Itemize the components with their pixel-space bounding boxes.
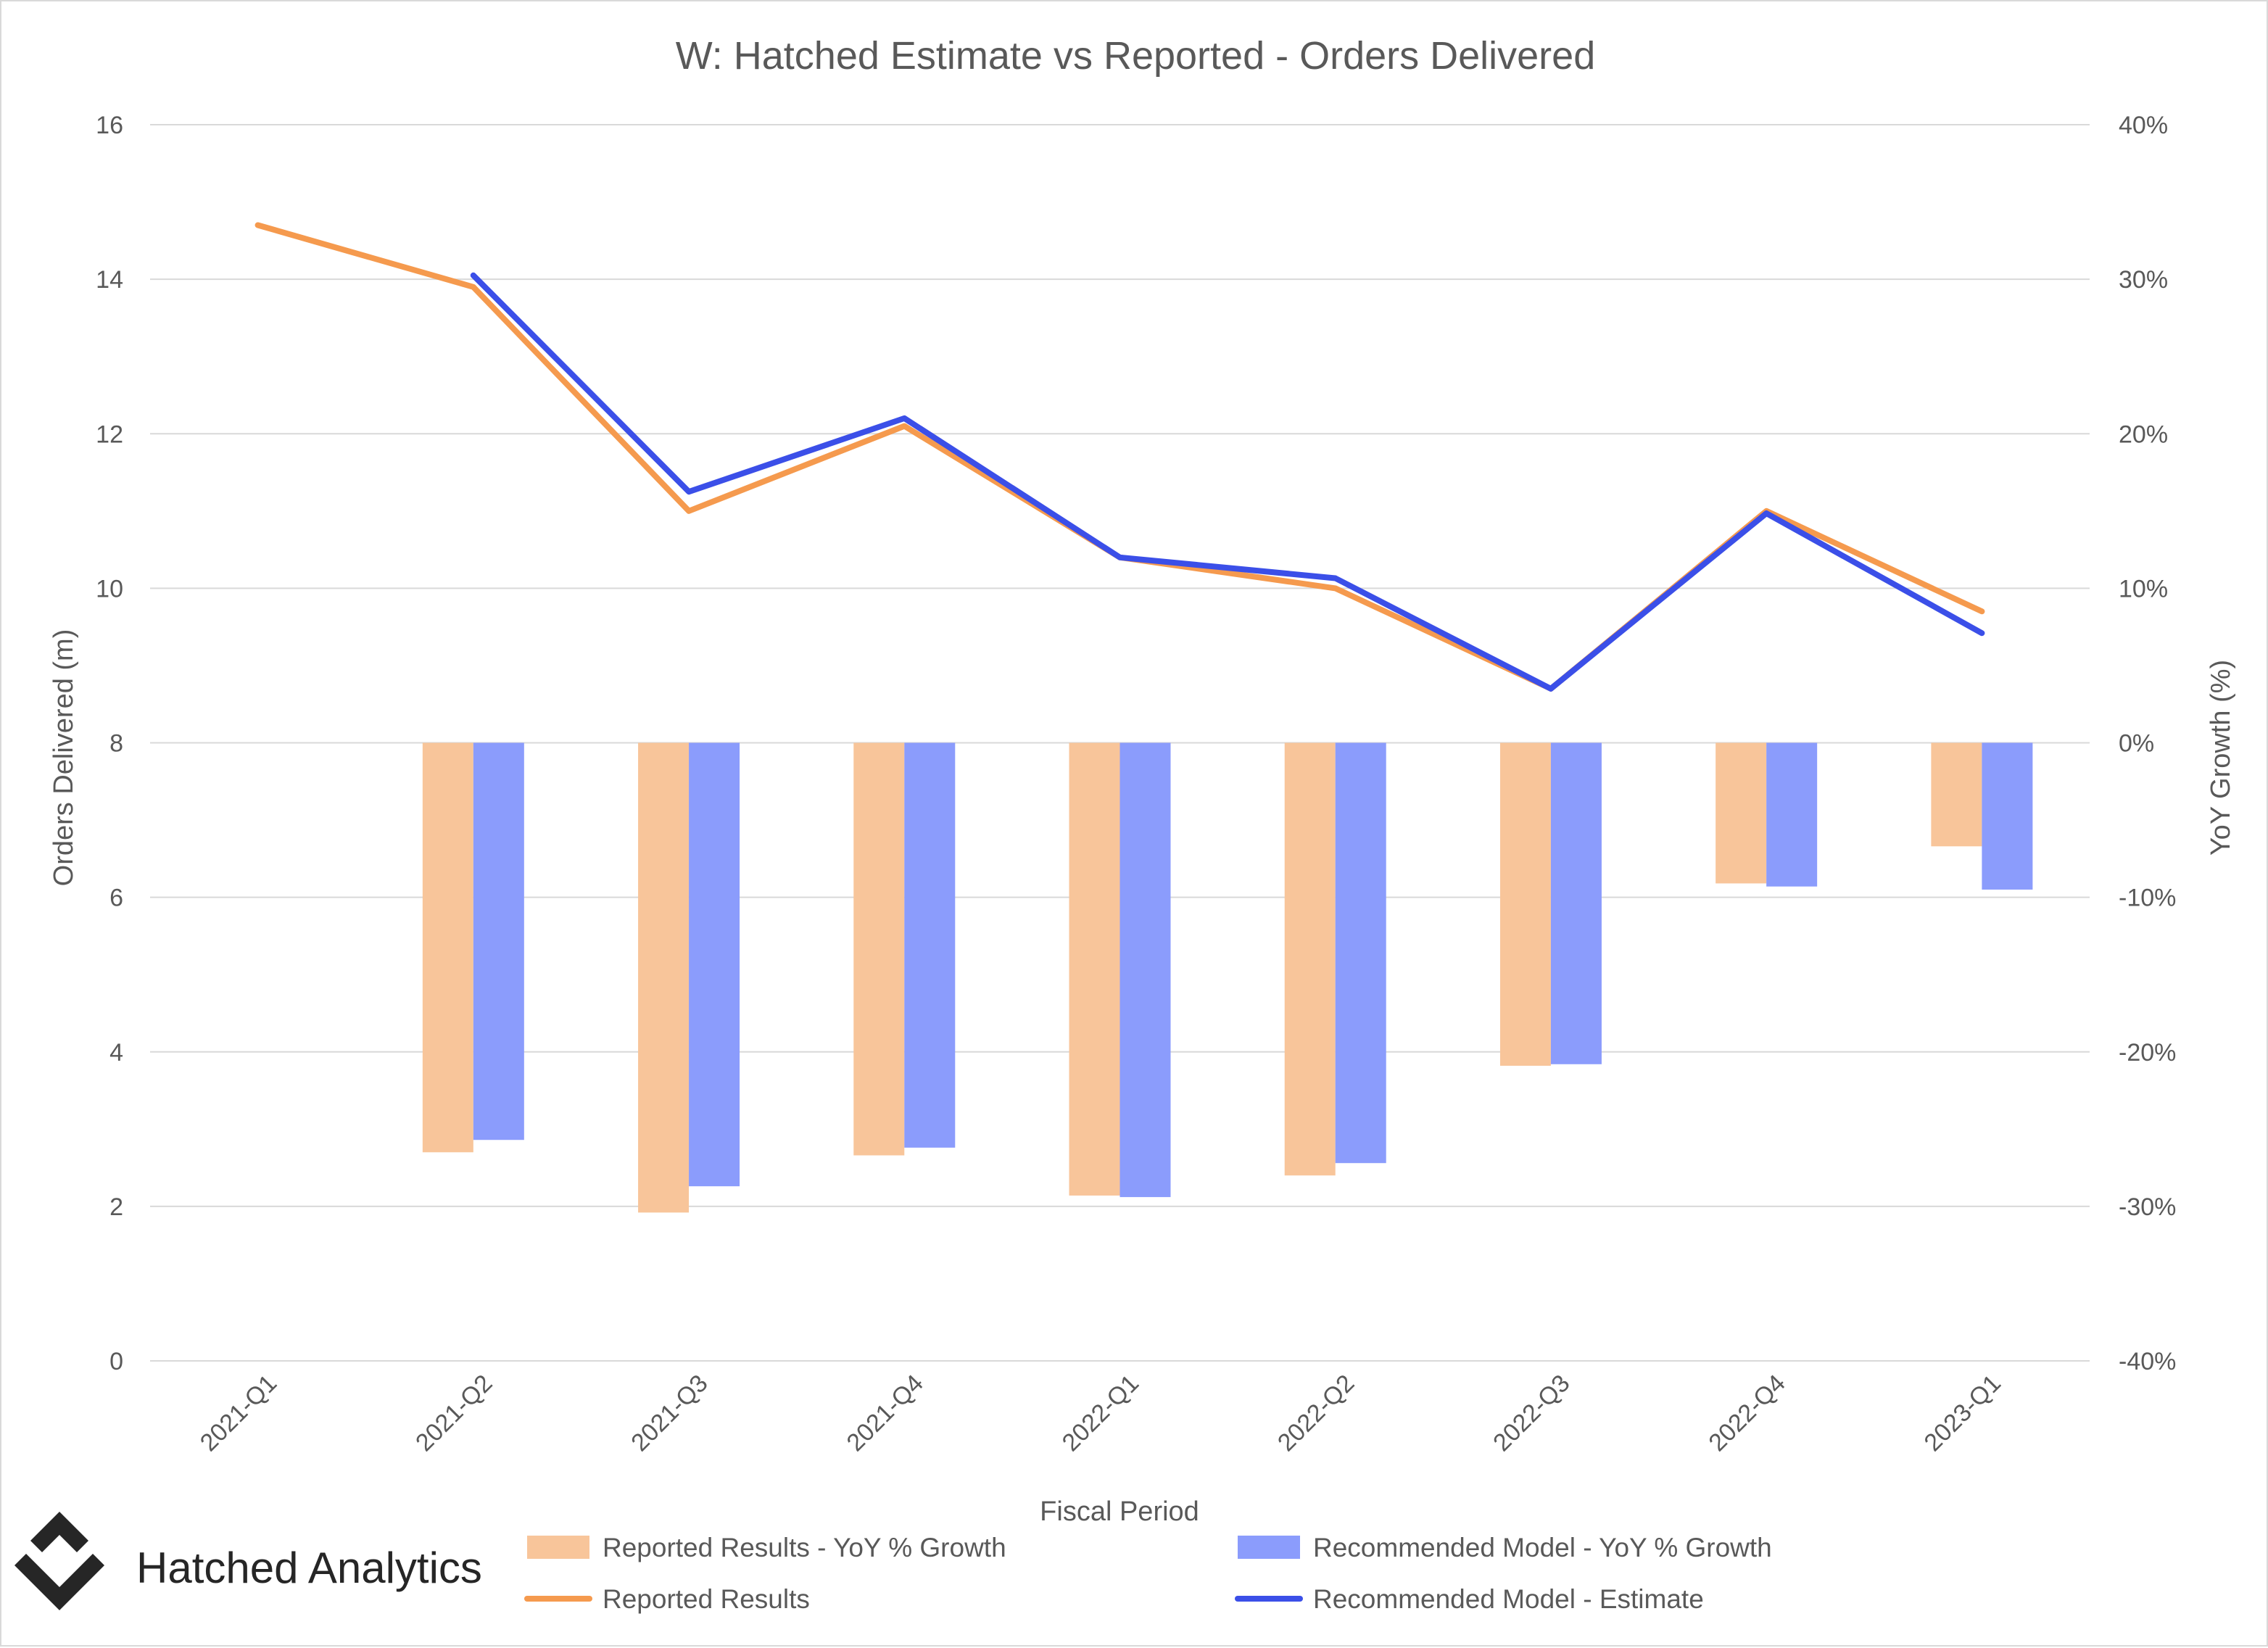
- y-tick-label: 2: [109, 1193, 123, 1221]
- y-tick-label: 16: [96, 112, 123, 139]
- bar: [638, 742, 690, 1213]
- y2-tick-label: -30%: [2119, 1193, 2176, 1221]
- y-tick-label: 8: [109, 730, 123, 758]
- right-y-axis-ticks: -40% -30% -20% -10% 0% 10% 20% 30% 40%: [2119, 112, 2176, 1375]
- x-tick-label: 2021-Q3: [626, 1370, 713, 1457]
- brand-logo: Hatched Analytics: [15, 1512, 482, 1610]
- y2-tick-label: 40%: [2119, 112, 2168, 139]
- x-tick-label: 2021-Q4: [841, 1370, 928, 1457]
- legend-swatch: [1238, 1536, 1300, 1559]
- bar: [904, 742, 956, 1148]
- y-tick-label: 14: [96, 266, 123, 294]
- y-axis-title: Orders Delivered (m): [49, 629, 79, 887]
- bar: [853, 742, 905, 1156]
- diamond-chevron-logo-icon: [15, 1512, 104, 1610]
- y2-tick-label: -40%: [2119, 1348, 2176, 1375]
- legend-label: Recommended Model - YoY % Growth: [1313, 1533, 1772, 1562]
- bar: [1766, 742, 1818, 887]
- x-tick-label: 2022-Q2: [1272, 1370, 1359, 1457]
- bar: [1284, 742, 1336, 1176]
- bar: [422, 742, 473, 1153]
- series-line: [470, 272, 1985, 692]
- bar: [473, 742, 524, 1140]
- legend-label: Recommended Model - Estimate: [1313, 1584, 1704, 1614]
- bar: [1499, 742, 1551, 1066]
- bar: [1982, 742, 2033, 890]
- y2-tick-label: 0%: [2119, 730, 2154, 758]
- x-tick-label: 2022-Q3: [1488, 1370, 1575, 1457]
- bar: [1550, 742, 1602, 1064]
- legend-swatch: [527, 1536, 589, 1559]
- bar: [1716, 742, 1767, 884]
- legend-label: Reported Results - YoY % Growth: [603, 1533, 1006, 1562]
- y2-tick-label: -20%: [2119, 1039, 2176, 1067]
- y-tick-label: 4: [109, 1039, 123, 1067]
- x-axis-title: Fiscal Period: [1040, 1496, 1199, 1527]
- left-y-axis-ticks: 0 2 4 6 8 10 12 14 16: [96, 112, 123, 1375]
- y-tick-label: 10: [96, 575, 123, 603]
- brand-name: Hatched Analytics: [136, 1544, 482, 1592]
- y2-tick-label: -10%: [2119, 885, 2176, 912]
- y-tick-label: 0: [109, 1348, 123, 1375]
- y2-tick-label: 30%: [2119, 266, 2168, 294]
- bar: [689, 742, 740, 1187]
- y2-tick-label: 20%: [2119, 421, 2168, 448]
- chart-title: W: Hatched Estimate vs Reported - Orders…: [676, 34, 1595, 78]
- y2-axis-title: YoY Growth (%): [2206, 660, 2236, 856]
- bar: [1335, 742, 1386, 1164]
- y-tick-label: 12: [96, 421, 123, 448]
- x-tick-label: 2021-Q1: [195, 1370, 282, 1457]
- bars-group: [422, 742, 2033, 1213]
- x-axis-ticks: 2021-Q1 2021-Q2 2021-Q3 2021-Q4 2022-Q1 2022-…: [195, 1370, 2006, 1457]
- legend: Reported Results - YoY % Growth Recommend…: [524, 1533, 1772, 1614]
- series-line: [254, 222, 1985, 692]
- y-tick-label: 6: [109, 885, 123, 912]
- legend-label: Reported Results: [603, 1584, 810, 1614]
- lines-group: [254, 222, 1985, 692]
- x-tick-label: 2022-Q1: [1057, 1370, 1144, 1457]
- bar: [1931, 742, 1982, 847]
- y2-tick-label: 10%: [2119, 575, 2168, 603]
- x-tick-label: 2022-Q4: [1703, 1370, 1790, 1457]
- x-tick-label: 2023-Q1: [1919, 1370, 2006, 1457]
- bar: [1069, 742, 1120, 1196]
- x-tick-label: 2021-Q2: [410, 1370, 497, 1457]
- bar: [1119, 742, 1171, 1198]
